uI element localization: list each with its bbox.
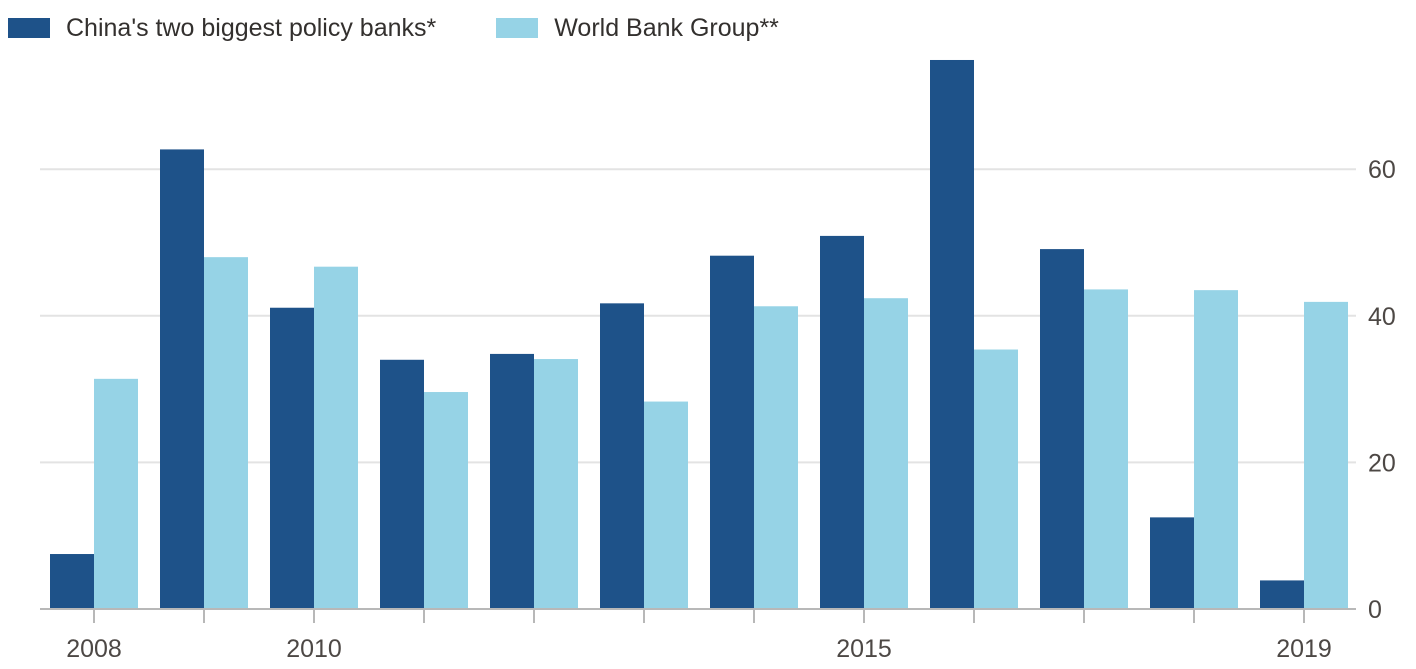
legend-item-china-policy-banks: China's two biggest policy banks* — [8, 14, 436, 43]
bar-world-bank-2010 — [314, 266, 358, 609]
bar-china-2008 — [50, 554, 94, 609]
legend-swatch-china — [8, 18, 50, 38]
y-tick-label-60: 60 — [1368, 156, 1396, 184]
x-tick-label-2015: 2015 — [836, 635, 892, 663]
bar-world-bank-2014 — [754, 306, 798, 609]
x-tick-label-2010: 2010 — [286, 635, 342, 663]
bar-world-bank-2012 — [534, 359, 578, 609]
x-tick-label-2008: 2008 — [66, 635, 122, 663]
y-tick-label-0: 0 — [1368, 596, 1382, 624]
legend-item-world-bank-group: World Bank Group** — [496, 14, 779, 43]
legend-label-world-bank: World Bank Group** — [554, 13, 779, 42]
bar-china-2019 — [1260, 580, 1304, 609]
bar-china-2010 — [270, 307, 314, 609]
y-tick-label-20: 20 — [1368, 449, 1396, 477]
bar-china-2009 — [160, 149, 204, 609]
bar-world-bank-2017 — [1084, 289, 1128, 609]
bar-china-2015 — [820, 235, 864, 609]
bar-world-bank-2016 — [974, 349, 1018, 609]
bar-china-2012 — [490, 353, 534, 609]
bar-china-2016 — [930, 59, 974, 609]
x-tick-label-2019: 2019 — [1276, 635, 1332, 663]
bar-china-2018 — [1150, 517, 1194, 609]
bar-world-bank-2015 — [864, 298, 908, 609]
bar-china-2013 — [600, 303, 644, 609]
bar-world-bank-2011 — [424, 392, 468, 609]
bars — [50, 59, 1348, 610]
legend-label-china: China's two biggest policy banks* — [66, 13, 437, 42]
grid-lines — [40, 168, 1356, 464]
bar-world-bank-2018 — [1194, 290, 1238, 609]
legend-swatch-world-bank — [496, 18, 539, 38]
bar-world-bank-2009 — [204, 257, 248, 609]
bar-china-2014 — [710, 255, 754, 609]
axes: 0 20 40 60 2008 2010 2015 2019 — [40, 156, 1396, 663]
bar-world-bank-2019 — [1304, 301, 1348, 609]
bar-world-bank-2008 — [94, 378, 138, 609]
y-tick-label-40: 40 — [1368, 303, 1396, 331]
bar-world-bank-2013 — [644, 401, 688, 609]
chart-legend: China's two biggest policy banks* World … — [8, 10, 839, 46]
bar-china-2011 — [380, 359, 424, 609]
bar-china-2017 — [1040, 249, 1084, 610]
